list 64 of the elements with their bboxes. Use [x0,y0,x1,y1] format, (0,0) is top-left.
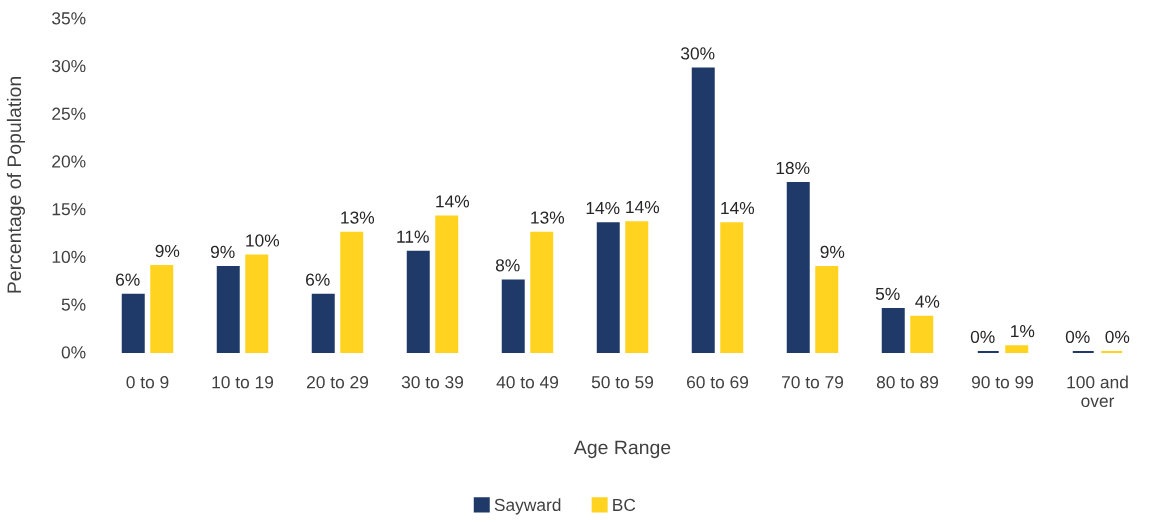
data-label: 14% [721,201,755,215]
bar [691,67,715,354]
data-label: 14% [586,201,620,215]
y-tick-label: 30% [52,59,86,73]
bar [596,222,620,354]
data-label: 11% [397,230,429,243]
data-label: 18% [776,161,810,175]
data-label: 14% [626,201,660,214]
data-label: 0% [1065,330,1090,344]
x-tick-label: 100 and over [1067,375,1128,408]
bar [406,250,430,354]
x-tick-label: 80 to 89 [876,376,939,389]
legend-label: BC [613,498,636,512]
y-tick-label: 35% [52,12,86,25]
legend-label: Sayward [494,498,561,515]
x-tick-label: 60 to 69 [687,376,749,389]
x-tick-label: 70 to 79 [782,376,844,389]
bar [216,266,240,354]
x-tick-label: 30 to 39 [401,376,464,389]
y-tick-label: 15% [52,203,86,216]
bar [340,231,364,354]
data-label: 8% [495,259,520,272]
x-tick-label: 10 to 19 [212,376,274,389]
bar [311,293,335,354]
y-tick-label: 20% [52,155,86,168]
bar [910,315,934,354]
data-label: 9% [155,244,180,258]
bar [501,279,525,354]
y-tick-label: 5% [61,298,86,311]
data-label: 9% [210,245,235,259]
y-tick-label: 10% [52,250,86,264]
bar [150,265,174,354]
bar [881,308,905,354]
bar [625,221,649,354]
data-label: 9% [820,245,845,259]
data-label: 6% [116,273,140,286]
y-tick-label: 25% [52,107,86,120]
bar [530,231,554,354]
bar [121,293,145,354]
data-label: 14% [436,195,470,208]
bar [815,266,839,354]
bar [245,254,269,354]
x-tick-label: 40 to 49 [496,376,559,389]
data-label: 30% [680,47,715,60]
y-tick-label: 0% [61,346,86,359]
data-label: 4% [915,295,940,308]
data-label: 6% [306,273,330,286]
x-axis-title: Age Range [573,440,671,459]
y-axis-title: Percentage of Population [6,77,25,293]
x-tick-label: 50 to 59 [591,376,654,389]
data-label: 13% [341,211,375,224]
data-label: 0% [1105,330,1130,344]
bar [435,215,459,354]
x-tick-label: 90 to 99 [971,376,1034,389]
x-tick-label: 0 to 9 [126,376,169,389]
data-label: 5% [875,287,900,301]
data-label: 10% [246,234,280,247]
data-label: 13% [531,211,565,224]
data-label: 1% [1011,325,1035,338]
bar [1005,345,1029,354]
bar [720,222,744,354]
bar [786,182,810,354]
data-label: 0% [970,330,995,344]
x-tick-label: 20 to 29 [307,376,369,389]
